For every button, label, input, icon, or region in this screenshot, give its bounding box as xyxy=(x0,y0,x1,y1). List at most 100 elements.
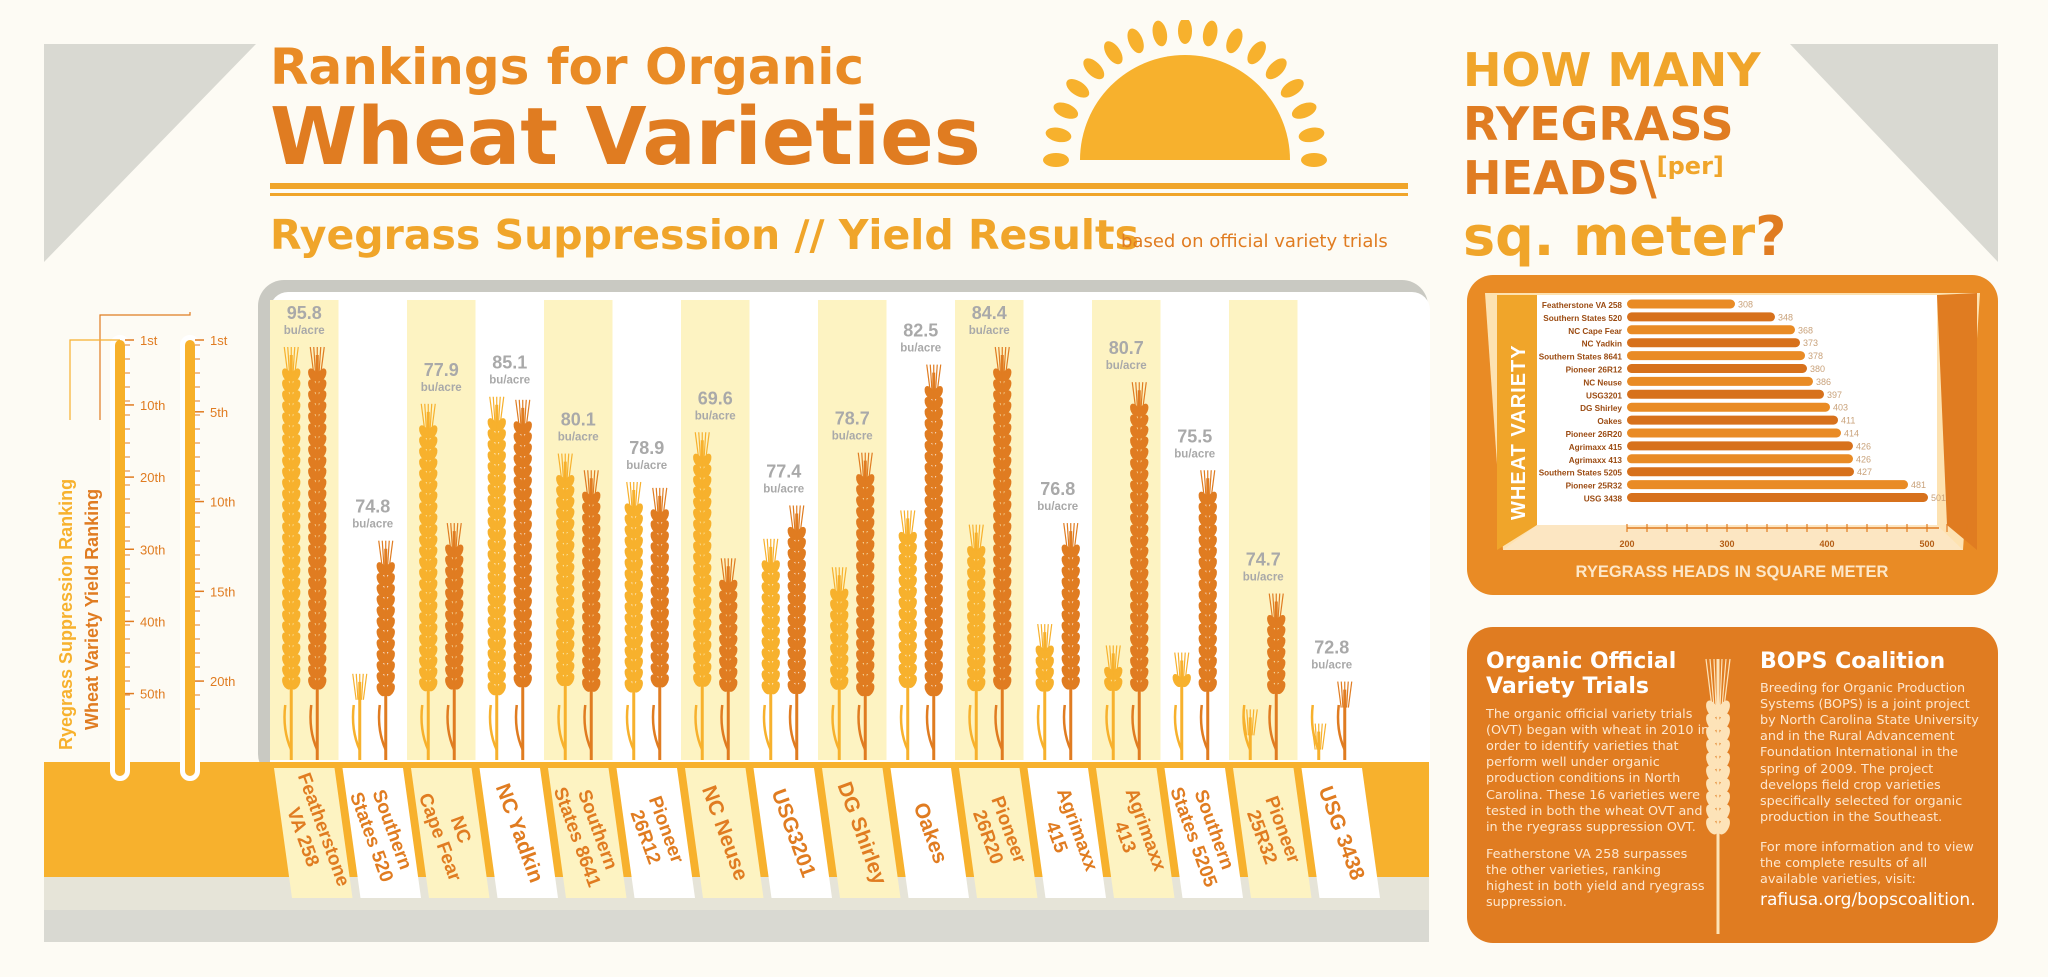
subtitle: Ryegrass Suppression // Yield Results xyxy=(270,211,1139,259)
category-label-bg xyxy=(1027,768,1106,898)
hbar-value-label: 427 xyxy=(1857,467,1872,477)
hbar-value-label: 380 xyxy=(1810,364,1825,374)
yield-unit-label: bu/acre xyxy=(421,382,462,394)
subtitle-note: based on official variety trials xyxy=(1121,231,1388,252)
suppression-stalk xyxy=(282,346,301,760)
yield-stalk xyxy=(1267,593,1286,760)
suppression-stalk xyxy=(419,403,438,760)
yield-unit-label: bu/acre xyxy=(489,375,530,387)
category-label-bg xyxy=(411,768,490,898)
hbar-category-label: Featherstone VA 258 xyxy=(1542,301,1623,310)
yield-stalk xyxy=(1336,681,1353,760)
hbar-category-label: Pioneer 26R12 xyxy=(1566,366,1623,375)
column-bg xyxy=(1297,300,1366,760)
bops-description: Breeding for Organic Production Systems … xyxy=(1760,681,1979,825)
column-bg xyxy=(407,300,476,760)
ryegrass-heads-chart: Featherstone VA 258 308 Southern States 52… xyxy=(1485,293,1980,581)
yield-value-label: 74.8 xyxy=(355,497,390,517)
hbar-x-tick: 300 xyxy=(1719,539,1734,549)
hbar-category-label: Southern States 8641 xyxy=(1539,353,1623,362)
sun-ray xyxy=(1265,58,1287,80)
question-line3: HEADS\ xyxy=(1463,150,1657,205)
page-title: Wheat Varieties xyxy=(270,91,981,183)
hbar-x-tick: 200 xyxy=(1619,539,1634,549)
suppression-axis-tick-label: 30th xyxy=(140,542,165,557)
hbar-bar xyxy=(1627,389,1824,399)
column-bg xyxy=(270,300,339,760)
yield-axis-tick-label: 15th xyxy=(210,584,235,599)
hbar-bar xyxy=(1627,480,1908,490)
hbar-value-label: 368 xyxy=(1798,325,1813,335)
category-label-bg xyxy=(342,768,421,898)
bops-link[interactable]: rafiusa.org/bopscoalition. xyxy=(1760,890,1976,910)
right-axis-title: Wheat Variety Yield Ranking xyxy=(82,489,102,730)
hbar-side-left xyxy=(1497,295,1537,550)
sun-disc xyxy=(1080,55,1290,160)
hbar-category-label: Oakes xyxy=(1597,417,1622,426)
yield-unit-label: bu/acre xyxy=(763,483,804,495)
hbar-bar xyxy=(1627,415,1838,425)
sun-ray xyxy=(1202,20,1218,47)
hbar-category-label: Pioneer 26R20 xyxy=(1566,430,1623,439)
hbar-value-label: 426 xyxy=(1856,454,1871,464)
column-bg xyxy=(1092,300,1161,760)
column-bg xyxy=(475,300,544,760)
ovt-title: Organic Official Variety Trials xyxy=(1486,649,1677,700)
suppression-stalk xyxy=(761,538,780,760)
sun-ray xyxy=(1053,102,1079,119)
category-label-bg xyxy=(685,768,764,898)
hbar-bar xyxy=(1627,493,1928,502)
sun-icon xyxy=(1043,20,1327,167)
left-axis-title: Ryegrass Suppression Ranking xyxy=(56,479,76,750)
yield-stalk xyxy=(924,364,943,760)
yield-value-label: 77.9 xyxy=(424,360,459,380)
category-label-bg xyxy=(1096,768,1175,898)
hbar-y-title: WHEAT VARIETY xyxy=(1508,344,1530,520)
sun-ray xyxy=(1298,127,1325,143)
category-label-bg xyxy=(548,768,627,898)
hbar-bar xyxy=(1627,428,1841,438)
yield-axis-tick-label: 20th xyxy=(210,674,235,689)
hbar-bar xyxy=(1627,299,1735,309)
hbar-value-label: 308 xyxy=(1738,300,1753,310)
yield-unit-label: bu/acre xyxy=(832,431,873,443)
category-label-bg xyxy=(890,768,969,898)
hbar-bar xyxy=(1627,325,1795,335)
yield-value-label: 78.7 xyxy=(835,409,870,429)
suppression-axis-tick-label: 1st xyxy=(140,333,158,348)
yield-unit-label: bu/acre xyxy=(1311,660,1352,672)
yield-value-label: 80.7 xyxy=(1109,338,1144,358)
suppression-stalk xyxy=(693,432,712,760)
side-question: HOW MANY RYEGRASS HEADS\[per] sq. meter? xyxy=(1463,43,1786,269)
hbar-category-label: Pioneer 25R32 xyxy=(1566,482,1623,491)
info-panel: Organic Official Variety Trials The orga… xyxy=(1467,627,1998,943)
hbar-bar xyxy=(1627,467,1854,477)
yield-stalk xyxy=(376,540,395,760)
yield-stalk xyxy=(1061,523,1080,760)
yield-value-label: 84.4 xyxy=(972,303,1007,323)
column-bg xyxy=(681,300,750,760)
yield-value-label: 95.8 xyxy=(287,303,322,323)
suppression-axis-track xyxy=(115,340,125,776)
yield-stalk xyxy=(582,470,601,760)
yield-stalk xyxy=(445,523,464,760)
wheat-icon xyxy=(1705,658,1731,934)
yield-stalk xyxy=(856,452,875,760)
yield-value-label: 82.5 xyxy=(903,321,938,341)
hbar-x-tick: 500 xyxy=(1919,539,1934,549)
suppression-stalk xyxy=(830,567,849,760)
hbar-bar xyxy=(1627,402,1830,412)
yield-axis-track xyxy=(185,340,195,776)
yield-stalk xyxy=(513,399,532,760)
suppression-stalk xyxy=(967,524,986,760)
column-bg xyxy=(338,300,407,760)
hbar-value-label: 414 xyxy=(1844,429,1859,439)
hbar-bar xyxy=(1627,351,1805,361)
yield-value-label: 85.1 xyxy=(492,353,527,373)
column-bg xyxy=(955,300,1024,760)
hbar-value-label: 501 xyxy=(1931,493,1946,503)
hbar-category-label: Southern States 520 xyxy=(1543,314,1622,323)
suppression-stalk xyxy=(898,510,917,760)
yield-value-label: 80.1 xyxy=(561,410,596,430)
